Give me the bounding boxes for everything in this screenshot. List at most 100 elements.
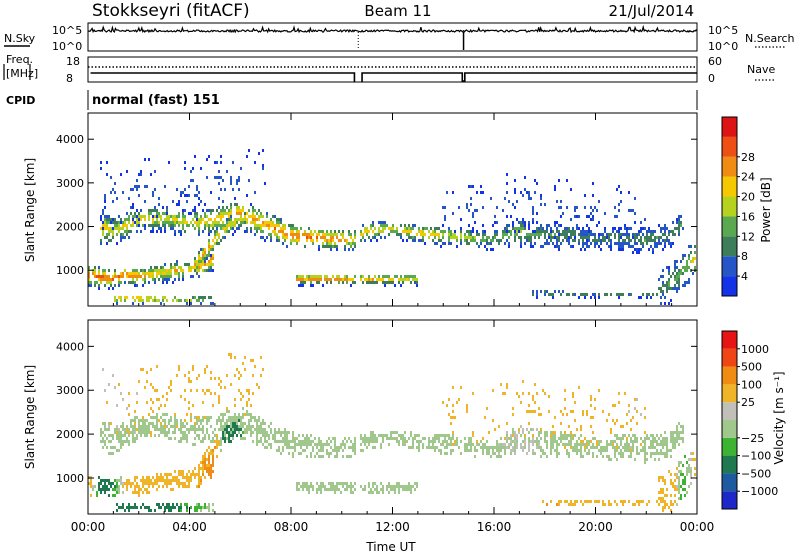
echo-cell [308,236,310,239]
echo-cell [112,236,114,239]
echo-cell [142,215,144,218]
echo-cell [260,422,262,425]
echo-cell [366,437,368,440]
echo-cell [156,479,158,482]
echo-cell [660,290,662,293]
echo-cell [100,488,102,491]
echo-cell [672,440,674,443]
echo-cell [290,224,292,227]
echo-cell [256,419,258,422]
echo-cell [420,233,422,236]
echo-cell [220,443,222,446]
echo-cell [564,236,566,239]
echo-cell [310,434,312,437]
echo-cell [210,416,212,419]
echo-cell [176,269,178,272]
echo-cell [674,440,676,443]
echo-cell [580,440,582,443]
echo-cell [392,278,394,281]
echo-cell [500,443,502,446]
echo-cell [312,275,314,278]
echo-cell [328,455,330,458]
echo-cell [230,221,232,224]
echo-cell [306,443,308,446]
echo-cell [472,239,474,242]
echo-cell [620,242,622,245]
echo-cell [204,458,206,461]
echo-cell [226,227,228,230]
echo-cell [470,236,472,239]
echo-cell [596,446,598,449]
echo-cell [590,218,592,221]
echo-cell [540,428,542,431]
colorbar-swatch [722,196,737,217]
echo-cell [200,302,202,305]
echo-cell [640,242,642,245]
echo-cell [466,206,468,209]
echo-cell [276,449,278,452]
echo-cell [204,461,206,464]
echo-cell [326,281,328,284]
echo-cell [506,191,508,194]
echo-cell [666,446,668,449]
echo-cell [388,491,390,494]
echo-cell [486,236,488,239]
echo-cell [652,434,654,437]
echo-cell [440,443,442,446]
echo-cell [210,209,212,212]
echo-cell [474,236,476,239]
echo-cell [694,257,696,260]
echo-cell [232,428,234,431]
echo-cell [446,443,448,446]
echo-cell [124,236,126,239]
nsky-trace [87,24,698,50]
echo-cell [464,449,466,452]
echo-cell [150,368,152,371]
echo-cell [382,437,384,440]
echo-cell [210,269,212,272]
echo-cell [272,437,274,440]
echo-cell [606,233,608,236]
echo-cell [136,215,138,218]
echo-cell [240,212,242,215]
echo-cell [558,500,560,503]
echo-cell [216,437,218,440]
echo-cell [174,422,176,425]
echo-cell [136,224,138,227]
echo-cell [312,485,314,488]
echo-cell [612,443,614,446]
echo-cell [472,215,474,218]
echo-cell [128,230,130,233]
echo-cell [524,224,526,227]
echo-cell [102,224,104,227]
echo-cell [394,485,396,488]
echo-cell [546,440,548,443]
echo-cell [170,506,172,509]
echo-cell [134,284,136,287]
echo-cell [412,236,414,239]
echo-cell [160,227,162,230]
echo-cell [276,431,278,434]
echo-cell [106,233,108,236]
echo-cell [204,434,206,437]
echo-cell [230,215,232,218]
echo-cell [672,221,674,224]
echo-cell [450,416,452,419]
echo-cell [136,185,138,188]
echo-cell [628,434,630,437]
echo-cell [544,293,546,296]
echo-cell [320,278,322,281]
echo-cell [332,488,334,491]
echo-cell [194,422,196,425]
echo-cell [404,224,406,227]
echo-cell [508,446,510,449]
echo-cell [198,482,200,485]
echo-cell [132,506,134,509]
echo-cell [206,176,208,179]
echo-cell [148,491,150,494]
echo-cell [154,206,156,209]
echo-cell [584,242,586,245]
echo-cell [522,221,524,224]
echo-cell [108,278,110,281]
echo-cell [330,452,332,455]
